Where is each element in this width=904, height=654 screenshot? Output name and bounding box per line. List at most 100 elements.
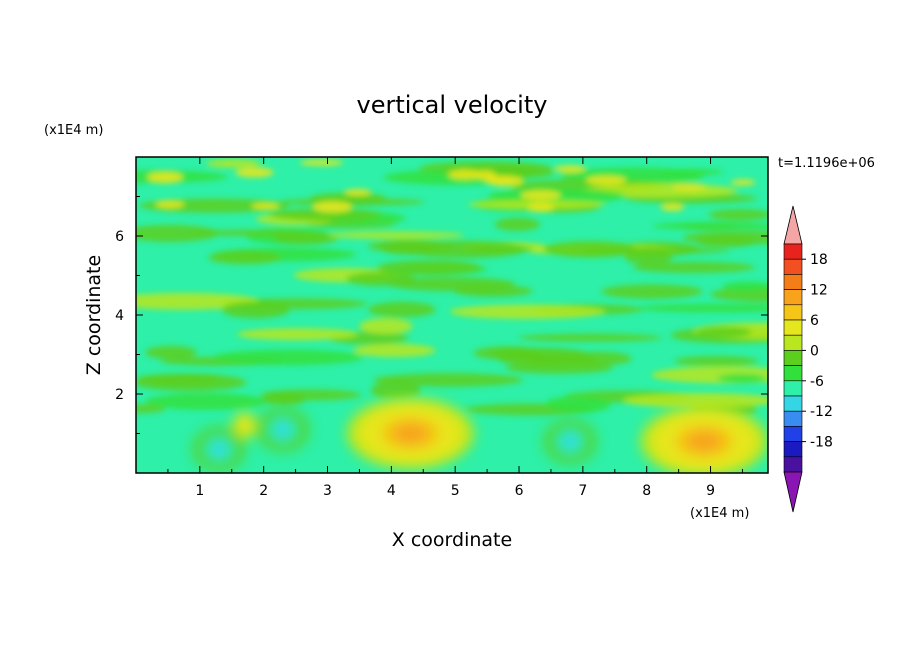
field-streak: [468, 245, 534, 253]
field-streak: [708, 209, 768, 221]
y-tick-label: 4: [115, 308, 124, 324]
field-streak: [449, 304, 606, 319]
colorbar-tick-label: 12: [810, 283, 828, 299]
colorbar-top-arrow: [783, 205, 803, 245]
x-tick-label: 3: [323, 483, 332, 499]
field-streak: [716, 373, 767, 383]
colorbar-swatch: [783, 410, 803, 427]
field-streak: [518, 333, 663, 342]
y-axis: 2 4 6: [115, 196, 768, 434]
field-streak: [473, 346, 541, 360]
field-streak: [368, 301, 436, 318]
field-streak: [359, 318, 413, 335]
x-tick-label: 2: [259, 483, 268, 499]
field-streak: [447, 169, 482, 180]
x-tick-label: 4: [387, 483, 396, 499]
field-streak: [659, 168, 724, 176]
field-streak: [632, 261, 755, 273]
downdraft-contour: [561, 434, 579, 449]
streak-layer: [136, 159, 768, 418]
field-streak: [208, 250, 282, 265]
colorbar-swatch: [783, 304, 803, 321]
x-tick-label: 7: [578, 483, 587, 499]
x-axis-label: X coordinate: [392, 529, 512, 551]
colorbar-tick-label: -6: [810, 374, 824, 390]
colorbar-swatch: [783, 395, 803, 412]
colorbar: 18 12 6 0 -6 -12 -18: [783, 205, 833, 513]
field-streak: [695, 326, 752, 338]
x-tick-label: 8: [642, 483, 651, 499]
colorbar-swatch: [783, 274, 803, 290]
field-streak: [190, 229, 306, 236]
field-streak: [137, 373, 220, 385]
colorbar-swatch: [783, 243, 803, 260]
field-streak: [279, 198, 425, 206]
field-streak: [221, 301, 290, 319]
field-streak: [554, 165, 586, 173]
feature-layer: [192, 397, 768, 473]
x-tick-label: 9: [706, 483, 715, 499]
field-streak: [453, 285, 533, 297]
colorbar-tick-label: 0: [810, 343, 819, 359]
field-streak: [344, 188, 372, 196]
field-streak: [145, 393, 268, 410]
field-streak: [624, 249, 673, 265]
field-streak: [652, 222, 768, 230]
field-streak: [312, 201, 353, 213]
colorbar-swatch: [783, 380, 803, 397]
colorbar-tick-label: -12: [810, 404, 833, 420]
field-streak: [235, 167, 274, 178]
field-streak: [521, 356, 568, 363]
field-streak: [155, 200, 185, 209]
colorbar-swatch: [783, 456, 803, 473]
colorbar-swatch: [783, 426, 803, 442]
field-streak: [527, 203, 555, 212]
colorbar-swatch: [783, 334, 803, 351]
field-streak: [145, 345, 197, 360]
colorbar-tick-label: -18: [810, 435, 833, 451]
colorbar-tick-label: 6: [810, 313, 819, 329]
x-tick-label: 6: [515, 483, 524, 499]
field-streak: [682, 231, 768, 245]
field-streak: [378, 239, 440, 255]
field-streak: [377, 260, 482, 276]
x-tick-label: 5: [451, 483, 460, 499]
field-streak: [353, 343, 436, 358]
field-streak: [484, 176, 513, 184]
field-streak: [346, 271, 416, 287]
field-streak: [213, 349, 363, 366]
field-streak: [585, 175, 627, 185]
field-streak: [236, 328, 359, 341]
field-streak: [636, 303, 768, 313]
field-streak: [251, 202, 280, 210]
field-streak: [520, 190, 561, 201]
field-streak: [136, 404, 166, 414]
updraft-contour: [237, 417, 252, 434]
colorbar-swatch: [783, 350, 803, 366]
y-tick-label: 2: [115, 387, 124, 403]
field-streak: [674, 355, 759, 367]
updraft-contour: [686, 431, 722, 452]
field-streak: [730, 179, 756, 186]
colorbar-swatch: [783, 365, 803, 382]
field-streak: [494, 217, 541, 232]
contour-field: [136, 157, 768, 473]
field-streak: [327, 231, 464, 239]
colorbar-swatch: [783, 441, 803, 458]
field-streak: [371, 381, 421, 400]
colorbar-swatch: [783, 258, 803, 275]
updraft-contour: [393, 423, 428, 444]
field-streak: [563, 351, 632, 366]
downdraft-contour: [210, 441, 228, 457]
colorbar-bottom-arrow: [783, 471, 803, 513]
field-streak: [269, 208, 383, 222]
x-tick-label: 1: [195, 483, 204, 499]
y-tick-label: 6: [115, 229, 124, 245]
time-label: t=1.1196e+06: [778, 156, 875, 171]
x-unit-label: (x1E4 m): [690, 506, 749, 521]
field-streak: [622, 392, 768, 409]
field-streak: [373, 373, 524, 387]
field-streak: [722, 281, 768, 292]
